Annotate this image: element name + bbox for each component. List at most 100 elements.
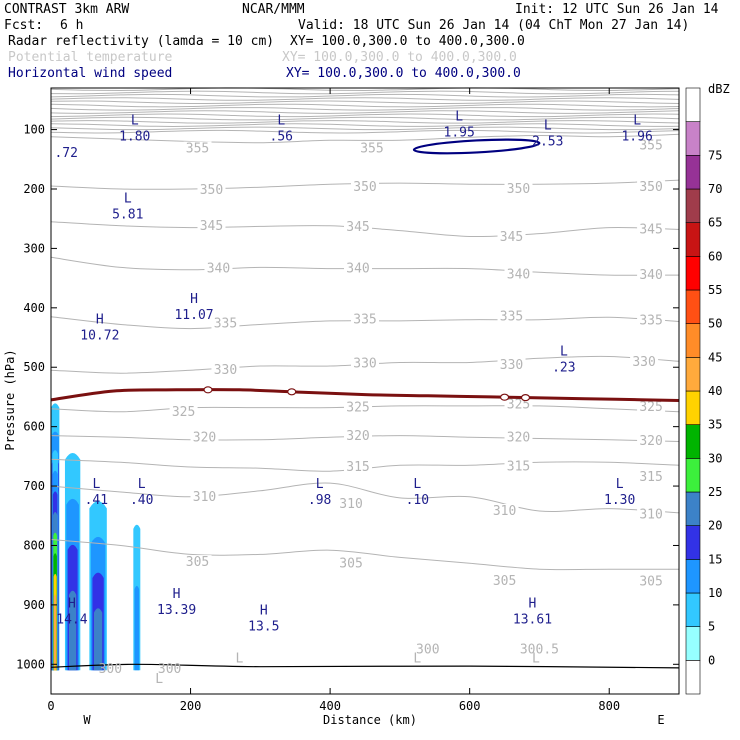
plot-frame xyxy=(50,87,680,695)
high-marker: H xyxy=(190,292,198,307)
theta-label-backdrop xyxy=(637,138,666,152)
theta-label-backdrop xyxy=(497,230,526,244)
theta-label-backdrop xyxy=(344,400,373,414)
low-marker: L xyxy=(413,477,421,492)
low-marker: L xyxy=(544,118,552,133)
colorbar-label: 40 xyxy=(708,384,722,398)
tropopause-marker xyxy=(520,394,531,402)
theta-contour-label: 315 xyxy=(346,460,369,475)
valid-time: Valid: 18 UTC Sun 26 Jan 14 (04 ChT Mon … xyxy=(298,18,689,33)
stratosphere-contour xyxy=(50,100,680,105)
theta-contour-label: 340 xyxy=(507,268,530,283)
theta-low-value: 300 xyxy=(158,662,181,677)
low-marker: L xyxy=(455,109,463,124)
colorbar-label: 25 xyxy=(708,485,722,499)
y-tick-label: 1000 xyxy=(16,657,45,671)
colorbar-label: 45 xyxy=(708,350,722,364)
surface-contour xyxy=(50,663,680,669)
theta-contour-label: 320 xyxy=(193,430,216,445)
theta-contour-label: 330 xyxy=(353,357,376,372)
theta-label-backdrop xyxy=(637,400,666,414)
colorbar-swatch xyxy=(685,222,701,257)
init-time: Init: 12 UTC Sun 26 Jan 14 xyxy=(515,2,719,17)
theta-low-marker: L xyxy=(155,672,163,687)
theta-label-backdrop xyxy=(504,182,533,195)
x-tick-label: 0 xyxy=(47,699,54,713)
marker-value: 1.96 xyxy=(621,130,652,145)
model-name: CONTRAST 3km ARW xyxy=(4,2,129,17)
marker-value: .56 xyxy=(270,130,293,145)
theta-label-backdrop xyxy=(637,313,666,327)
marker-value: 13.61 xyxy=(513,613,552,628)
theta-contour-label: 310 xyxy=(493,504,516,519)
theta-label-backdrop xyxy=(490,504,519,518)
low-marker: L xyxy=(131,114,139,129)
field-name-wind: Horizontal wind speed xyxy=(8,66,172,81)
y-tick-label: 900 xyxy=(23,598,45,612)
tropopause-marker xyxy=(287,388,297,396)
theta-label-backdrop xyxy=(637,507,666,521)
theta-contour-label: 325 xyxy=(346,401,369,416)
wind-isotach-ellipse xyxy=(412,138,541,155)
theta-contour-label: 340 xyxy=(639,268,662,283)
colorbar-swatch xyxy=(685,390,701,425)
theta-label-backdrop xyxy=(357,141,386,155)
theta-label-backdrop xyxy=(169,404,198,418)
colorbar-swatch xyxy=(685,491,701,526)
theta-label-backdrop xyxy=(211,363,240,377)
stratosphere-contour xyxy=(50,126,680,131)
theta-label-backdrop xyxy=(637,574,666,588)
colorbar-unit: dBZ xyxy=(708,82,730,96)
theta-label-backdrop xyxy=(504,430,533,444)
colorbar-label: 70 xyxy=(708,182,722,196)
theta-label-backdrop xyxy=(190,489,219,503)
colorbar-label: 55 xyxy=(708,283,722,297)
forecast-hours: 6 h xyxy=(60,18,83,33)
marker-value: .40 xyxy=(130,493,153,508)
y-tick-label: 600 xyxy=(23,420,45,434)
theta-contour-label: 335 xyxy=(353,313,376,328)
colorbar-label: 50 xyxy=(708,317,722,331)
theta-label-backdrop xyxy=(211,316,240,330)
marker-value: 13.5 xyxy=(248,620,279,635)
theta-label-backdrop xyxy=(344,220,373,234)
marker-value: .41 xyxy=(85,493,108,508)
theta-label-backdrop xyxy=(351,180,379,194)
potential-temperature-contours: 355 355 355 350 350 350 350 345 345 345 345 340 340 3… xyxy=(50,133,680,687)
colorbar-swatch xyxy=(685,188,701,223)
theta-low-marker: L xyxy=(235,651,243,666)
colorbar: 0 5 10 15 20 25 30 35 40 45 50 55 60 65 70 75 xyxy=(685,87,722,695)
theta-contour-label: 305 xyxy=(339,556,362,571)
x-end-label-east: E xyxy=(657,713,664,727)
high-marker: H xyxy=(173,587,181,602)
theta-contour-355 xyxy=(50,133,680,144)
marker-value: 1.80 xyxy=(119,130,150,145)
marker-value: 5.81 xyxy=(112,207,143,222)
colorbar-label: 65 xyxy=(708,216,722,230)
forecast-label: Fcst: xyxy=(4,18,43,33)
theta-contour-label: 335 xyxy=(214,316,237,331)
y-tick-label: 400 xyxy=(23,301,45,315)
stratosphere-contour xyxy=(50,93,680,98)
theta-low-marker: L xyxy=(532,651,540,666)
reflectivity-shading xyxy=(51,403,141,671)
colorbar-label: 15 xyxy=(708,552,722,566)
wind-speed-contours xyxy=(412,138,541,155)
stratosphere-contour xyxy=(50,87,680,92)
header: CONTRAST 3km ARW NCAR/MMM Init: 12 UTC S… xyxy=(4,2,719,81)
theta-contour-label: 320 xyxy=(639,434,662,449)
colorbar-swatch xyxy=(685,626,701,661)
colorbar-label: 10 xyxy=(708,586,722,600)
theta-contour-label: 315 xyxy=(507,459,530,474)
axes: 100 200 300 400 500 600 700 800 900 1000 0 200 400 60… xyxy=(16,88,679,713)
low-marker: L xyxy=(616,477,624,492)
low-marker: L xyxy=(633,114,641,129)
colorbar-swatch xyxy=(685,525,701,560)
theta-contour-label: 315 xyxy=(639,470,662,485)
theta-contour-label: 310 xyxy=(639,508,662,523)
marker-value: .98 xyxy=(308,493,331,508)
colorbar-swatch xyxy=(685,424,701,459)
colorbar-label: 35 xyxy=(708,418,722,432)
theta-contour-label: 345 xyxy=(639,222,662,237)
